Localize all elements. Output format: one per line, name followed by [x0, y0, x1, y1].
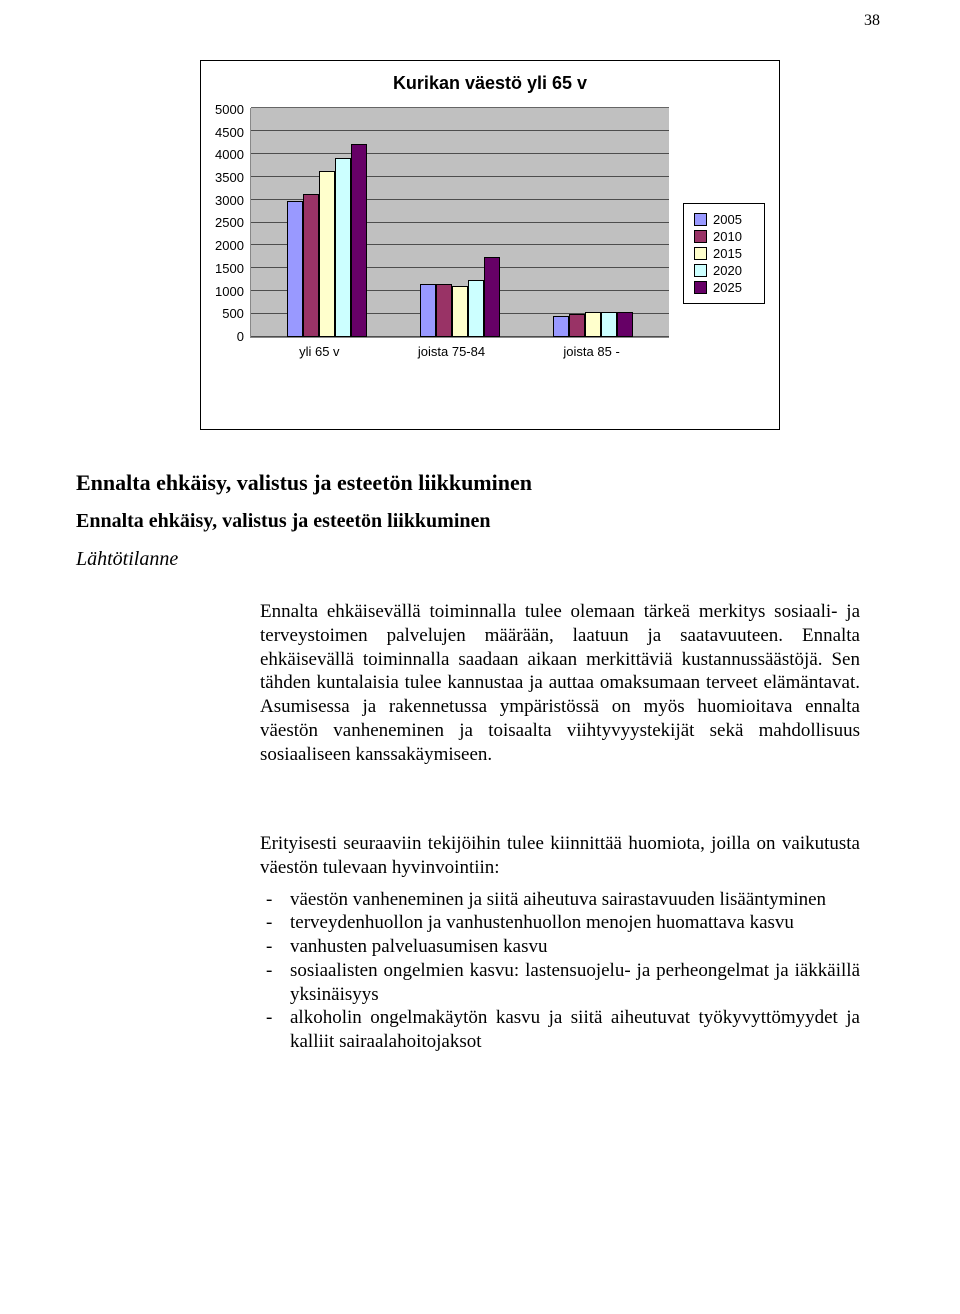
x-label: joista 75-84 [418, 344, 485, 359]
chart-body: 5000450040003500300025002000150010005000… [215, 108, 765, 398]
bar [287, 201, 303, 337]
bullet-text: sosiaalisten ongelmien kasvu: lastensuoj… [290, 959, 860, 1007]
bullet-item: -vanhusten palveluasumisen kasvu [260, 935, 860, 959]
bar [468, 280, 484, 338]
chart-title: Kurikan väestö yli 65 v [215, 73, 765, 94]
bullet-item: -alkoholin ongelmakäytön kasvu ja siitä … [260, 1006, 860, 1054]
chart-container: Kurikan väestö yli 65 v 5000450040003500… [200, 60, 780, 430]
bar-group [553, 312, 633, 337]
bar-group [420, 257, 500, 338]
bullet-marker: - [260, 959, 290, 983]
page-number: 38 [864, 12, 880, 30]
legend-swatch [694, 281, 707, 294]
bullet-item: -väestön vanheneminen ja siitä aiheutuva… [260, 888, 860, 912]
bar [484, 257, 500, 338]
y-tick: 3000 [215, 193, 244, 208]
bar [553, 316, 569, 337]
bullet-list: -väestön vanheneminen ja siitä aiheutuva… [260, 888, 860, 1054]
bullet-text: alkoholin ongelmakäytön kasvu ja siitä a… [290, 1006, 860, 1054]
bullet-text: vanhusten palveluasumisen kasvu [290, 935, 860, 959]
bullet-marker: - [260, 888, 290, 912]
bullet-item: -sosiaalisten ongelmien kasvu: lastensuo… [260, 959, 860, 1007]
y-tick: 4500 [215, 125, 244, 140]
bar [319, 171, 335, 337]
legend-label: 2025 [713, 280, 742, 295]
x-axis: yli 65 v joista 75-84 joista 85 - [250, 338, 669, 359]
legend-item: 2025 [694, 280, 754, 295]
para2-intro: Erityisesti seuraaviin tekijöihin tulee … [260, 833, 860, 878]
y-tick: 3500 [215, 170, 244, 185]
bar [436, 284, 452, 337]
legend-swatch [694, 213, 707, 226]
x-label: joista 85 - [563, 344, 619, 359]
bar [335, 158, 351, 337]
plot-area [250, 108, 669, 338]
legend-label: 2005 [713, 212, 742, 227]
bullet-marker: - [260, 911, 290, 935]
bullet-marker: - [260, 935, 290, 959]
heading-section: Lähtötilanne [76, 548, 178, 571]
legend-label: 2010 [713, 229, 742, 244]
x-label: yli 65 v [299, 344, 339, 359]
paragraph-2: Erityisesti seuraaviin tekijöihin tulee … [260, 832, 860, 1054]
bullet-marker: - [260, 1006, 290, 1030]
bullet-text: väestön vanheneminen ja siitä aiheutuva … [290, 888, 860, 912]
y-tick: 2000 [215, 238, 244, 253]
bar [585, 312, 601, 337]
y-tick: 2500 [215, 215, 244, 230]
bar [601, 312, 617, 337]
y-tick: 500 [222, 306, 244, 321]
bullet-text: terveydenhuollon ja vanhustenhuollon men… [290, 911, 860, 935]
bar [420, 284, 436, 337]
bar [617, 312, 633, 337]
bar [452, 286, 468, 337]
legend-swatch [694, 264, 707, 277]
legend: 2005 2010 2015 2020 2025 [683, 203, 765, 304]
paragraph-1: Ennalta ehkäisevällä toiminnalla tulee o… [260, 600, 860, 766]
legend-label: 2015 [713, 246, 742, 261]
heading-sub: Ennalta ehkäisy, valistus ja esteetön li… [76, 510, 491, 533]
legend-label: 2020 [713, 263, 742, 278]
legend-item: 2020 [694, 263, 754, 278]
y-axis: 5000450040003500300025002000150010005000 [215, 102, 250, 344]
legend-item: 2010 [694, 229, 754, 244]
plot-wrap: yli 65 v joista 75-84 joista 85 - [250, 108, 669, 398]
bar [569, 314, 585, 337]
y-tick: 1500 [215, 261, 244, 276]
y-tick: 4000 [215, 147, 244, 162]
bar [351, 144, 367, 337]
bar [303, 194, 319, 337]
legend-item: 2015 [694, 246, 754, 261]
y-tick: 1000 [215, 284, 244, 299]
bar-group [287, 144, 367, 337]
legend-swatch [694, 230, 707, 243]
legend-swatch [694, 247, 707, 260]
y-tick: 0 [237, 329, 244, 344]
bullet-item: -terveydenhuollon ja vanhustenhuollon me… [260, 911, 860, 935]
y-tick: 5000 [215, 102, 244, 117]
heading-main: Ennalta ehkäisy, valistus ja esteetön li… [76, 470, 532, 496]
legend-item: 2005 [694, 212, 754, 227]
